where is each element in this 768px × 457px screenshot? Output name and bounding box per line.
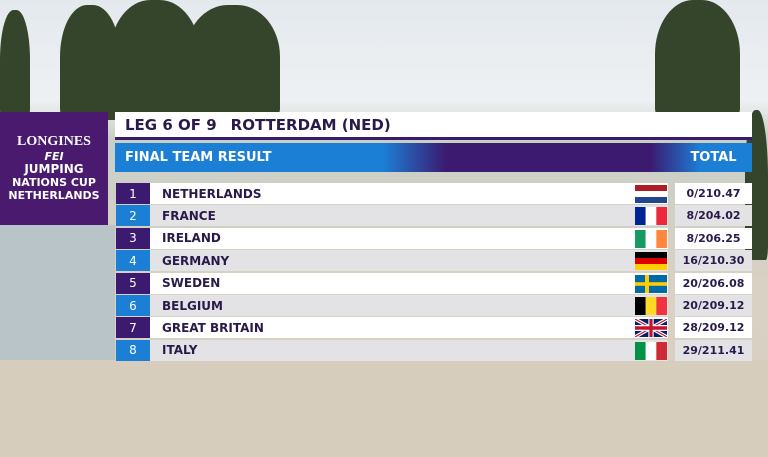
rank: 2 [116,205,150,227]
flag [635,252,667,270]
tree [185,5,280,120]
team: IRELAND [150,227,668,249]
team: BELGIUM [150,295,668,316]
flag [635,297,667,315]
flag [635,230,667,248]
rank: 3 [116,227,150,249]
venue: ROTTERDAM (NED) [230,115,391,134]
logo: LONGINES FEI JUMPING NATIONS CUP NETHERL… [0,112,108,225]
table-title: FINAL TEAM RESULT [125,150,272,165]
tree [0,10,30,120]
team: GERMANY [150,250,668,272]
title-bar [115,143,752,172]
header-bar: LEG 6 OF 9 ROTTERDAM (NED) [115,112,752,140]
rank: 1 [116,183,150,204]
rank: 5 [116,272,150,294]
rank: 6 [116,295,150,316]
logo-line: NETHERLANDS [8,189,100,202]
team: NETHERLANDS [150,183,668,204]
total: 20/206.08 [675,272,752,294]
team: ITALY [150,339,668,361]
flag [635,185,667,203]
tent [0,225,115,360]
total: 20/209.12 [675,295,752,316]
logo-line: NATIONS CUP [12,176,96,189]
brand: LONGINES [17,134,91,149]
team: FRANCE [150,205,668,227]
rank: 7 [116,317,150,339]
leg: LEG 6 OF 9 [125,115,217,134]
flag [635,319,667,337]
team: GREAT BRITAIN [150,317,668,339]
rank: 4 [116,250,150,272]
fei: FEI [44,150,64,163]
total: 0/210.47 [675,183,752,204]
arena-sand [0,360,768,457]
tree [655,0,740,120]
flag [635,342,667,360]
total: 16/210.30 [675,250,752,272]
total: 28/209.12 [675,317,752,339]
team: SWEDEN [150,272,668,294]
total: 8/204.02 [675,205,752,227]
logo-line: JUMPING [24,162,84,176]
total: 8/206.25 [675,227,752,249]
rank: 8 [116,339,150,361]
total: 29/211.41 [675,339,752,361]
total-header: TOTAL [690,150,737,165]
flag [635,207,667,225]
flag [635,275,667,293]
